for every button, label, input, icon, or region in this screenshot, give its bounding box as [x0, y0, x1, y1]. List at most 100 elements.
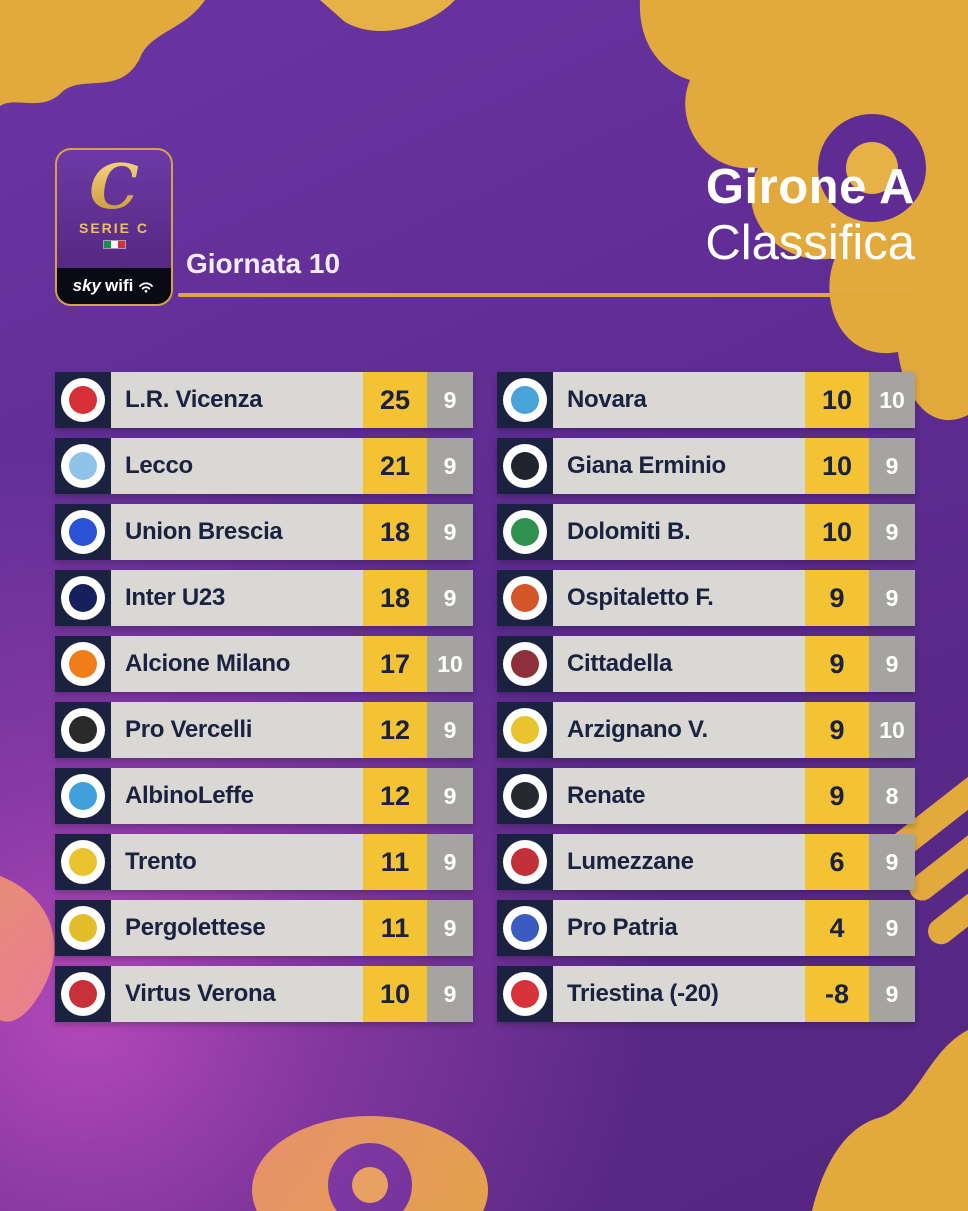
standings-column-right: Novara 10 10 Giana Erminio 10 9 Dolomiti B. 10 9… [497, 372, 915, 1022]
standings-row: Inter U23 18 9 [55, 570, 473, 626]
team-crest-cell [497, 768, 553, 824]
team-name: Renate [553, 768, 805, 824]
team-points: 9 [805, 768, 869, 824]
team-name: AlbinoLeffe [111, 768, 363, 824]
team-crest-icon [61, 708, 105, 752]
team-played: 9 [869, 438, 915, 494]
team-crest-color [511, 650, 539, 678]
team-crest-icon [61, 906, 105, 950]
team-points: 11 [363, 900, 427, 956]
team-crest-color [511, 914, 539, 942]
standings-row: Novara 10 10 [497, 372, 915, 428]
team-points: 9 [805, 570, 869, 626]
team-points: 10 [805, 372, 869, 428]
standings-row: AlbinoLeffe 12 9 [55, 768, 473, 824]
team-points: 10 [363, 966, 427, 1022]
team-crest-icon [61, 444, 105, 488]
serie-c-logo: C SERIE C sky wifi [55, 148, 173, 306]
standings-table: L.R. Vicenza 25 9 Lecco 21 9 Union Brescia 18 9 I… [55, 372, 915, 1022]
team-name: Lecco [111, 438, 363, 494]
team-crest-color [69, 980, 97, 1008]
team-played: 9 [869, 636, 915, 692]
team-points: -8 [805, 966, 869, 1022]
team-points: 10 [805, 438, 869, 494]
team-played: 9 [869, 834, 915, 890]
team-crest-icon [61, 642, 105, 686]
team-played: 9 [869, 504, 915, 560]
team-points: 12 [363, 702, 427, 758]
team-points: 17 [363, 636, 427, 692]
team-crest-color [511, 716, 539, 744]
standings-row: Virtus Verona 10 9 [55, 966, 473, 1022]
serie-c-monogram: C [89, 150, 139, 223]
standings-row: L.R. Vicenza 25 9 [55, 372, 473, 428]
gold-divider [178, 293, 915, 297]
team-played: 9 [427, 702, 473, 758]
team-name: Cittadella [553, 636, 805, 692]
team-crest-cell [497, 834, 553, 890]
standings-row: Dolomiti B. 10 9 [497, 504, 915, 560]
team-points: 9 [805, 702, 869, 758]
team-played: 10 [869, 372, 915, 428]
team-crest-cell [497, 702, 553, 758]
sky-wordmark: sky [72, 276, 102, 295]
standings-row: Alcione Milano 17 10 [55, 636, 473, 692]
team-crest-icon [61, 576, 105, 620]
team-crest-icon [61, 774, 105, 818]
standings-row: Triestina (-20) -8 9 [497, 966, 915, 1022]
team-crest-color [511, 452, 539, 480]
team-crest-cell [55, 636, 111, 692]
standings-row: Union Brescia 18 9 [55, 504, 473, 560]
team-name: Virtus Verona [111, 966, 363, 1022]
team-name: L.R. Vicenza [111, 372, 363, 428]
team-name: Giana Erminio [553, 438, 805, 494]
team-played: 10 [427, 636, 473, 692]
team-crest-color [511, 782, 539, 810]
standings-row: Giana Erminio 10 9 [497, 438, 915, 494]
team-crest-color [511, 584, 539, 612]
team-crest-color [69, 716, 97, 744]
team-crest-cell [497, 372, 553, 428]
team-crest-color [69, 782, 97, 810]
sky-wifi-logo: sky wifi [57, 268, 171, 304]
team-crest-icon [503, 642, 547, 686]
team-played: 9 [427, 834, 473, 890]
team-crest-cell [55, 966, 111, 1022]
team-crest-cell [55, 504, 111, 560]
team-crest-color [69, 518, 97, 546]
italy-flag-icon [102, 240, 126, 249]
team-crest-icon [61, 840, 105, 884]
team-crest-icon [503, 708, 547, 752]
team-played: 9 [869, 570, 915, 626]
team-crest-cell [497, 570, 553, 626]
serie-c-label: SERIE C [78, 220, 149, 236]
team-points: 18 [363, 504, 427, 560]
team-name: Lumezzane [553, 834, 805, 890]
team-crest-cell [497, 438, 553, 494]
page-title: Girone A Classifica [705, 160, 915, 272]
team-points: 4 [805, 900, 869, 956]
team-crest-icon [503, 510, 547, 554]
team-crest-cell [55, 834, 111, 890]
team-crest-color [511, 386, 539, 414]
team-crest-icon [61, 972, 105, 1016]
team-crest-color [511, 980, 539, 1008]
team-crest-icon [503, 774, 547, 818]
team-crest-cell [55, 372, 111, 428]
team-crest-cell [55, 570, 111, 626]
team-crest-cell [55, 438, 111, 494]
team-crest-icon [503, 840, 547, 884]
team-name: Pergolettese [111, 900, 363, 956]
standings-row: Pro Vercelli 12 9 [55, 702, 473, 758]
team-crest-cell [55, 768, 111, 824]
standings-row: Arzignano V. 9 10 [497, 702, 915, 758]
team-crest-icon [503, 972, 547, 1016]
team-crest-cell [497, 966, 553, 1022]
team-crest-cell [497, 900, 553, 956]
standings-row: Pro Patria 4 9 [497, 900, 915, 956]
team-played: 10 [869, 702, 915, 758]
team-crest-color [69, 386, 97, 414]
team-played: 9 [427, 570, 473, 626]
team-crest-color [511, 848, 539, 876]
team-played: 9 [869, 966, 915, 1022]
